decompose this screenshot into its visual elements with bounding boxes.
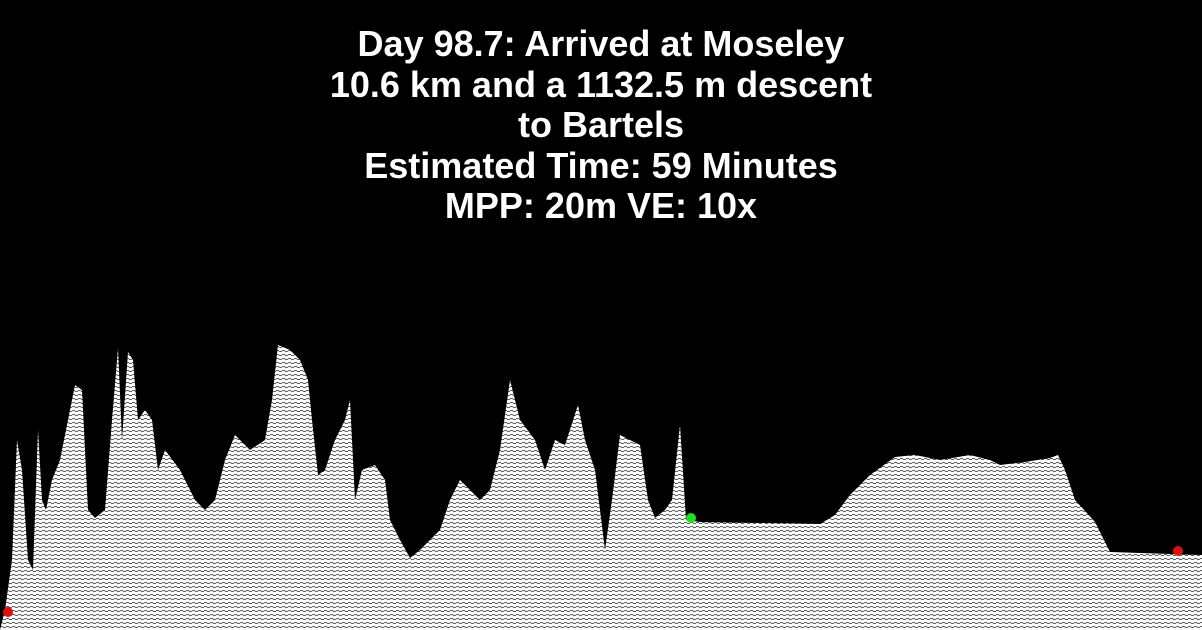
route-line: to Bartels	[517, 104, 685, 145]
title: Day 98.7: Arrived at Moseley	[357, 23, 845, 64]
terrain	[0, 345, 1202, 630]
header: Day 98.7: Arrived at Moseley 10.6 km and…	[0, 23, 1202, 227]
current-marker	[686, 513, 696, 523]
estimated-time: Estimated Time: 59 Minutes	[364, 144, 838, 186]
end-marker	[1173, 546, 1183, 556]
route-line: 10.6 km and a 1132.5 m descent	[329, 63, 873, 105]
scale-info: MPP: 20m VE: 10x	[444, 185, 758, 226]
start-marker	[3, 607, 13, 617]
